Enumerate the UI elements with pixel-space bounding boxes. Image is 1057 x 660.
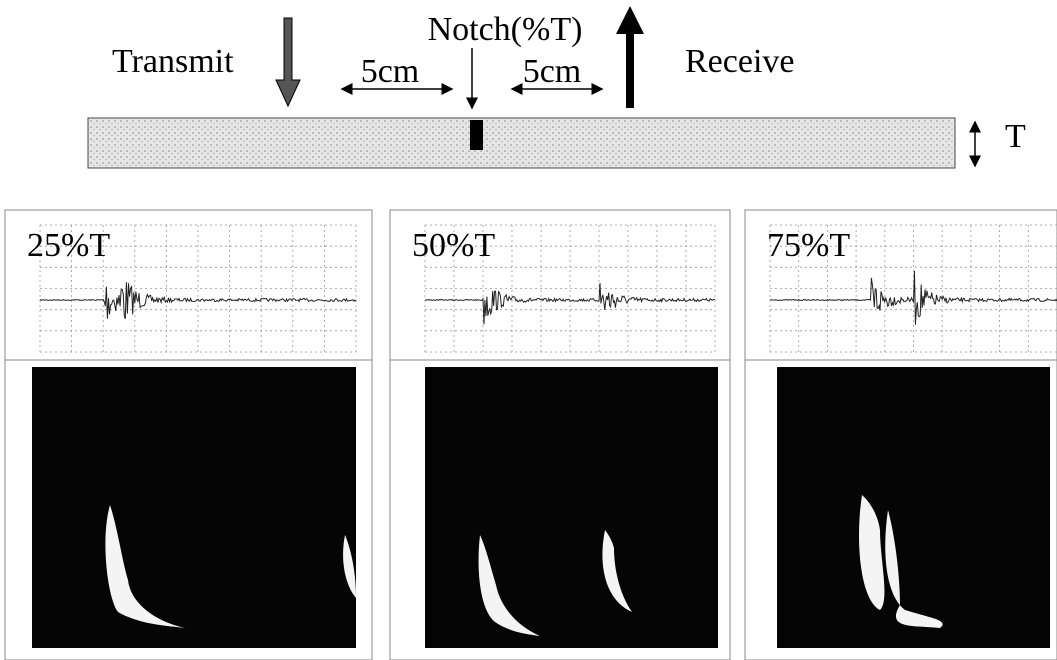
spectrogram-feature xyxy=(105,505,185,628)
result-panel: 50%T xyxy=(389,209,731,660)
spectrogram-feature xyxy=(859,495,885,610)
specimen-schematic: Transmit Notch(%T) 5cm 5cm Receive T xyxy=(87,6,1026,169)
spacing-left-label: 5cm xyxy=(361,53,420,90)
plate xyxy=(87,117,956,169)
result-panel: 25%T xyxy=(4,209,373,660)
spectrogram xyxy=(777,367,1050,648)
spectrogram xyxy=(425,367,718,648)
panels: 25%T 50%T 75%T xyxy=(4,209,1057,660)
notch xyxy=(470,120,483,150)
spectrogram xyxy=(32,367,356,648)
spectrogram-feature xyxy=(478,535,540,636)
transmit-label: Transmit xyxy=(112,43,234,80)
waveform-grid xyxy=(424,224,716,353)
notch-label: Notch(%T) xyxy=(428,11,583,48)
result-panel: 75%T xyxy=(744,209,1057,660)
spectrogram-feature xyxy=(602,530,632,612)
spacing-right-label: 5cm xyxy=(523,53,582,90)
waveform xyxy=(424,282,716,325)
panel-label: 50%T xyxy=(412,227,495,264)
panel-label: 25%T xyxy=(27,227,110,264)
waveform-grid xyxy=(39,224,357,353)
transmit-arrow xyxy=(275,17,301,108)
waveform xyxy=(769,270,1057,325)
receive-label: Receive xyxy=(685,43,795,80)
panel-label: 75%T xyxy=(767,227,850,264)
thickness-label: T xyxy=(1005,118,1026,155)
spectrogram-feature xyxy=(343,535,356,598)
receive-arrow xyxy=(616,6,644,108)
spectrogram-feature xyxy=(885,510,943,628)
waveform xyxy=(39,282,357,319)
waveform-grid xyxy=(769,224,1057,353)
